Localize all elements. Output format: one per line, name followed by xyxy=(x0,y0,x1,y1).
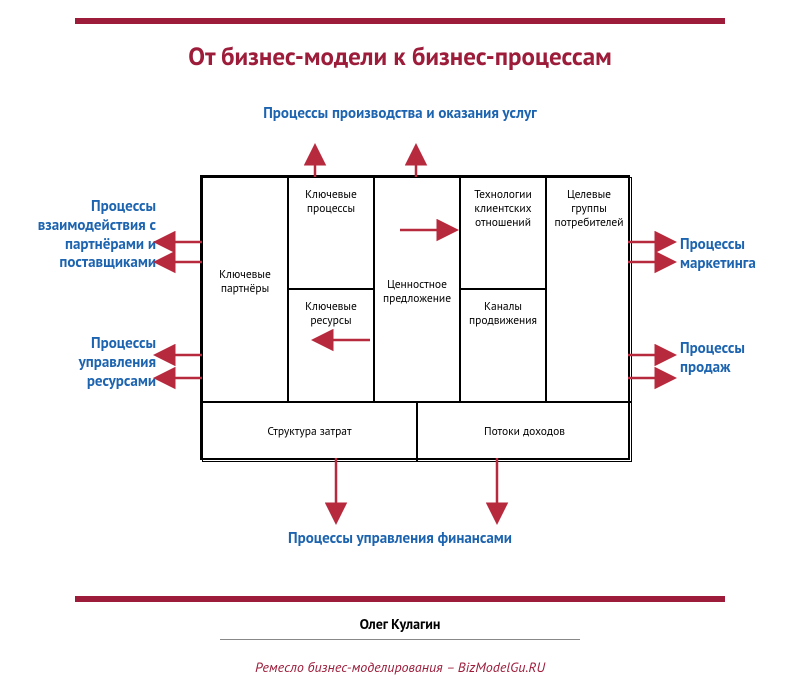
label-top: Процессы производства и оказания услуг xyxy=(260,105,540,124)
bmc-canvas: Ключевые партнёрыКлючевые процессыКлючев… xyxy=(200,175,630,460)
footer: Ремесло бизнес-моделирования – BizModelG… xyxy=(0,658,800,676)
rule-top xyxy=(75,18,725,24)
bmc-cell-revenue: Потоки доходов xyxy=(417,402,632,462)
bmc-cell-activities: Ключевые процессы xyxy=(288,177,374,289)
label-right-top: Процессы маркетинга xyxy=(680,236,780,274)
bmc-cell-partners: Ключевые партнёры xyxy=(202,177,288,402)
bmc-cell-relations: Технологии клиентских отношений xyxy=(460,177,546,289)
author-underline xyxy=(220,639,580,640)
author-block: Олег Кулагин xyxy=(0,615,800,640)
bmc-cell-resources: Ключевые ресурсы xyxy=(288,289,374,402)
author-name: Олег Кулагин xyxy=(0,615,800,633)
label-left-top: Процессы взаимодействия с партнёрами и п… xyxy=(26,198,156,273)
diagram-frame: От бизнес-модели к бизнес-процессам Проц… xyxy=(0,0,800,695)
bmc-cell-costs: Структура затрат xyxy=(202,402,417,462)
bmc-cell-segments: Целевые группы потребителей xyxy=(546,177,632,402)
label-left-bottom: Процессы управления ресурсами xyxy=(46,335,156,391)
footer-site: BizModelGu.RU xyxy=(458,658,545,676)
label-bottom: Процессы управления финансами xyxy=(240,530,560,549)
page-title: От бизнес-модели к бизнес-процессам xyxy=(0,40,800,72)
label-right-bottom: Процессы продаж xyxy=(680,340,780,378)
footer-prefix: Ремесло бизнес-моделирования – xyxy=(255,658,458,676)
bmc-cell-value: Ценностное предложение xyxy=(374,177,460,402)
bmc-cell-channels: Каналы продвижения xyxy=(460,289,546,402)
rule-bottom xyxy=(75,596,725,602)
